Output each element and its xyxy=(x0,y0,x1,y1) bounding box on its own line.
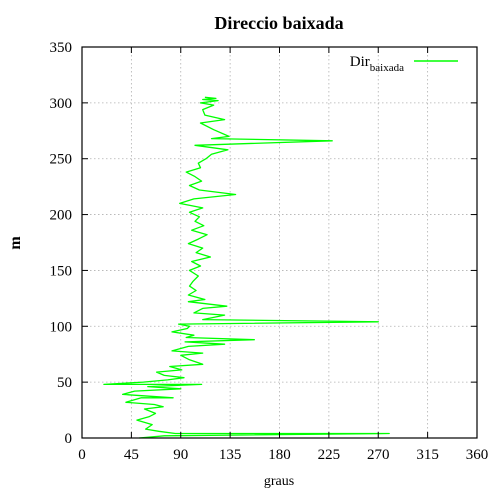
series-layer xyxy=(103,96,390,439)
y-tick-label: 350 xyxy=(50,40,73,56)
x-tick-label: 135 xyxy=(219,447,242,463)
grid xyxy=(82,47,477,438)
y-tick-label: 50 xyxy=(57,375,72,391)
y-axis-label: m xyxy=(7,236,24,250)
y-tick-label: 150 xyxy=(50,263,73,279)
legend: Dirbaixada xyxy=(350,54,458,74)
legend-label-subscript: baixada xyxy=(370,62,404,74)
y-tick-label: 250 xyxy=(50,152,73,168)
x-tick-label: 180 xyxy=(268,447,291,463)
x-tick-label: 225 xyxy=(318,447,341,463)
legend-label: Dirbaixada xyxy=(350,54,404,74)
x-tick-label: 315 xyxy=(416,447,439,463)
x-tick-label: 90 xyxy=(173,447,188,463)
y-tick-label: 300 xyxy=(50,96,73,112)
series-line xyxy=(103,96,390,439)
x-axis-label: graus xyxy=(264,474,294,489)
x-tick-label: 45 xyxy=(124,447,139,463)
x-tick-label: 0 xyxy=(78,447,86,463)
chart-title: Direccio baixada xyxy=(214,13,343,33)
x-tick-label: 270 xyxy=(367,447,390,463)
x-tick-label: 360 xyxy=(466,447,489,463)
y-tick-label: 0 xyxy=(65,431,73,447)
y-tick-label: 200 xyxy=(50,208,73,224)
legend-label-main: Dir xyxy=(350,54,370,70)
y-tick-label: 100 xyxy=(50,319,73,335)
ticks xyxy=(81,46,478,439)
tick-labels: 0 45 90 135 180 225 270 315 360 0 50 100 150 200 250 30… xyxy=(50,40,489,463)
